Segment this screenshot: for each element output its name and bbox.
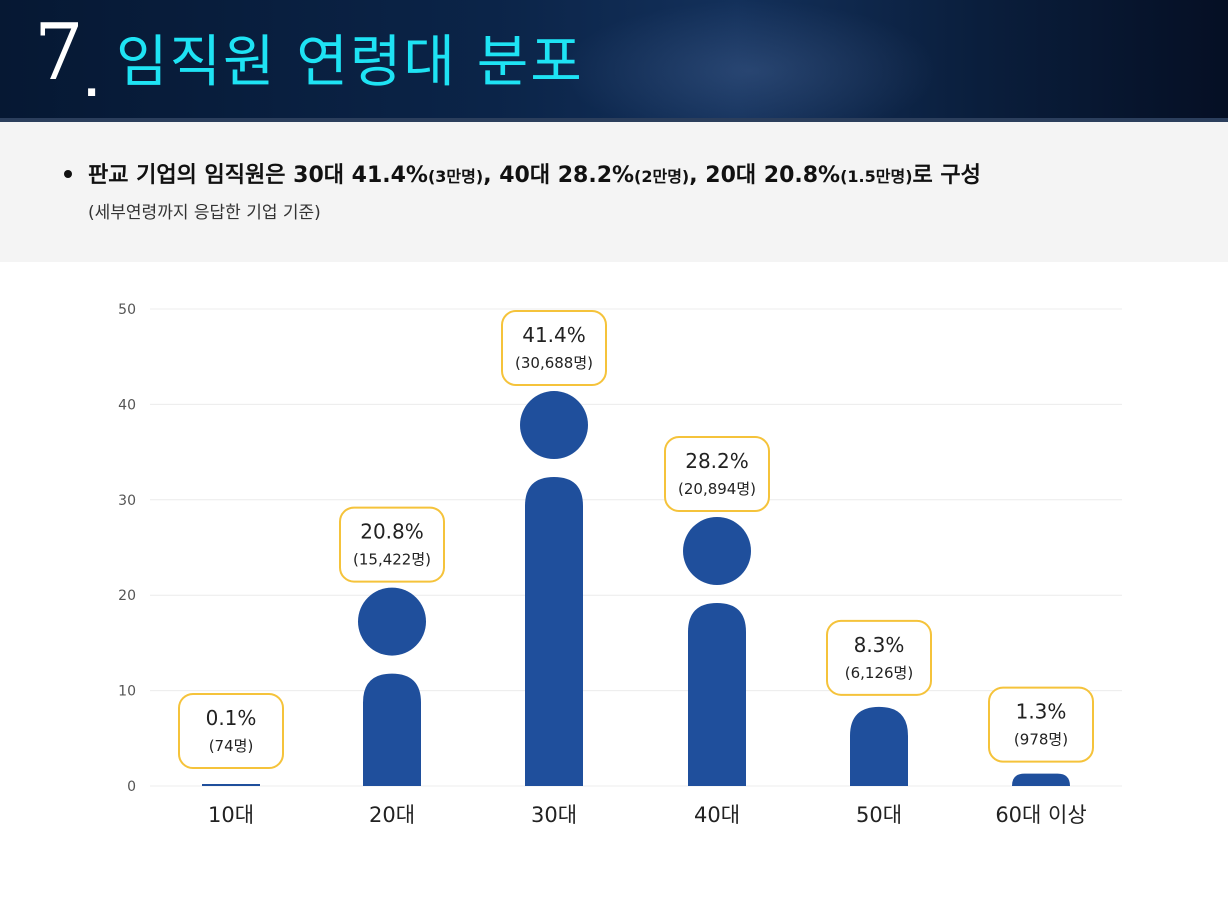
value-label: 1.3% [1016, 700, 1067, 724]
summary-text: 판교 기업의 임직원은 30대 41.4%(3만명), 40대 28.2%(2만… [88, 160, 981, 193]
value-label: 28.2% [685, 449, 749, 473]
y-tick-label: 20 [118, 588, 136, 604]
bar-body [202, 784, 260, 786]
summary-text-segment: 판교 기업의 임직원은 30대 41.4% [88, 163, 428, 188]
bar-body [850, 706, 908, 786]
summary-text-segment: 로 구성 [912, 163, 981, 188]
summary-count-note: (2만명) [634, 167, 690, 186]
bar-body [1012, 773, 1070, 786]
x-category-label: 20대 [369, 803, 415, 827]
header-divider [0, 118, 1228, 122]
x-category-label: 40대 [694, 803, 740, 827]
value-label-box [664, 435, 770, 512]
value-label-box [501, 310, 607, 387]
age-distribution-chart: 0 10 20 30 40 50 0.1% (74명) 10대 20.8% (15,422명) 20대… [118, 302, 1122, 827]
header-background-shade [560, 0, 940, 118]
bar-body [363, 673, 421, 786]
y-tick-label: 40 [118, 397, 136, 413]
y-tick-label: 10 [118, 684, 136, 700]
value-label: 41.4% [522, 323, 586, 347]
value-label-box [826, 619, 932, 696]
summary-count-note: (1.5만명) [840, 167, 913, 186]
bar-head-circle [683, 516, 751, 585]
section-number: 7 [34, 8, 84, 98]
summary-text-segment: , 20대 20.8% [689, 163, 841, 188]
count-label: (30,688명) [515, 354, 593, 372]
count-label: (15,422명) [353, 551, 431, 569]
header-banner: 7 . 임직원 연령대 분포 [0, 0, 1228, 118]
x-category-label: 10대 [208, 803, 254, 827]
value-label: 0.1% [206, 706, 257, 730]
value-label-box [988, 686, 1094, 763]
summary-text-segment: , 40대 28.2% [483, 163, 635, 188]
summary-count-note: (3만명) [427, 167, 484, 186]
x-category-label: 60대 이상 [995, 803, 1086, 827]
value-label-box [339, 506, 445, 583]
count-label: (74명) [209, 737, 254, 755]
bar-body [525, 477, 583, 786]
value-label: 20.8% [360, 520, 424, 544]
y-tick-label: 50 [118, 302, 136, 318]
section-number-dot: . [84, 60, 100, 106]
page-title: 임직원 연령대 분포 [116, 30, 584, 95]
x-category-label: 50대 [856, 803, 902, 827]
bar-head-circle [520, 391, 588, 460]
count-label: (20,894명) [678, 480, 756, 498]
x-category-label: 30대 [531, 803, 577, 827]
count-label: (6,126명) [845, 664, 913, 682]
summary-box [0, 122, 1228, 262]
y-tick-label: 0 [127, 779, 136, 795]
count-label: (978명) [1014, 731, 1068, 749]
bar-head-circle [358, 587, 426, 656]
bullet-icon [64, 170, 72, 178]
value-label-box [178, 693, 284, 769]
bar-body [688, 602, 746, 786]
summary-note: (세부연령까지 응답한 기업 기준) [88, 203, 321, 223]
value-label: 8.3% [854, 633, 905, 657]
y-tick-label: 30 [118, 493, 136, 509]
